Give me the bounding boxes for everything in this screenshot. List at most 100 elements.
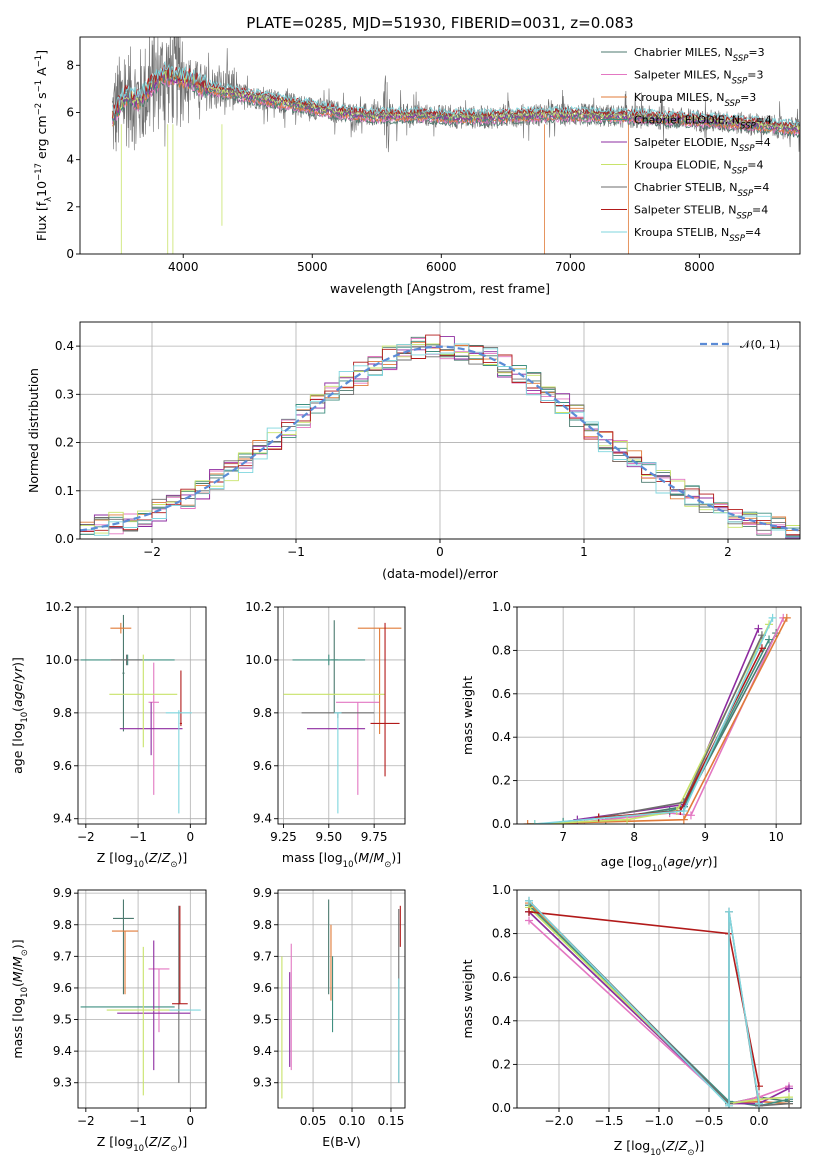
y-tick-label: 9.6 <box>53 759 72 773</box>
label-part: Z [log <box>97 1134 133 1149</box>
weight-vs-Z-axes: −2.0 −1.5 −1.0 −0.5 0.0 0.0 0.2 0.4 0.6 0.8 1.0 mas… <box>460 883 802 1158</box>
weight-line-3 <box>563 639 770 823</box>
label-part: M <box>10 956 25 967</box>
y-tick-label: 9.8 <box>253 918 272 932</box>
y-axis-label: Flux [fλ10−17 erg cm−2 s−1 A−1] <box>34 50 54 241</box>
label-part: age <box>10 683 25 707</box>
legend-entry-5: Kroupa ELODIE, NSSP=4 <box>634 159 764 177</box>
weight-marker <box>525 916 533 925</box>
x-tick-label: −2.0 <box>544 1114 573 1128</box>
label-part: M <box>10 971 25 982</box>
mass-vs-Z-plot <box>80 899 201 1096</box>
label-part: Z <box>161 850 171 865</box>
y-tick-label: 2 <box>66 200 74 214</box>
x-axis-label: mass [log10(M/M⊙)] <box>282 850 401 870</box>
y-tick-label: 9.7 <box>53 949 72 963</box>
y-tick-label: 0.6 <box>492 687 511 701</box>
label-part: =4 <box>755 136 771 149</box>
weight-marker <box>679 815 688 824</box>
weight-line-1 <box>584 617 785 823</box>
x-axis-label: wavelength [Angstrom, rest frame] <box>330 281 550 296</box>
x-tick-label: 2 <box>724 545 732 559</box>
label-part: / <box>158 1134 163 1149</box>
x-tick-label: 6000 <box>426 260 457 274</box>
x-tick-label: 5000 <box>297 260 328 274</box>
mass-vs-ebv-plot <box>281 899 401 1099</box>
x-tick-label: 0.0 <box>749 1114 768 1128</box>
age-vs-mass-frame <box>277 606 406 825</box>
label-part: Z [log <box>614 1138 650 1153</box>
label-part: λ <box>44 197 54 202</box>
label-part: s <box>34 92 49 103</box>
age-vs-mass-plot <box>283 620 402 814</box>
weight-marker <box>782 613 791 622</box>
weight-marker <box>523 820 532 824</box>
label-part: 10 <box>133 860 144 870</box>
label-part: 10 <box>34 181 49 197</box>
y-tick-label: 10.0 <box>245 653 272 667</box>
y-tick-label: 0.8 <box>492 927 511 941</box>
weight-marker <box>754 624 763 633</box>
y-tick-label: 0.0 <box>492 1101 511 1115</box>
label-part: Z <box>148 1134 158 1149</box>
label-part: / <box>10 679 25 684</box>
label-part: Salpeter ELODIE, N <box>634 136 739 149</box>
label-part: ( <box>661 1138 666 1153</box>
spectrum-frame <box>79 36 801 255</box>
label-part: ⊙ <box>687 1148 694 1158</box>
label-part: ⊙ <box>170 1144 177 1154</box>
weight-line-4 <box>577 628 760 821</box>
x-tick-label: 7000 <box>555 260 586 274</box>
y-tick-label: 9.6 <box>253 759 272 773</box>
label-part: / <box>158 850 163 865</box>
label-part: / <box>691 854 696 869</box>
x-tick-label: 9 <box>701 830 709 844</box>
label-part: / <box>675 1138 680 1153</box>
spectrum-plot <box>111 37 800 254</box>
label-part: ⊙ <box>20 949 30 956</box>
y-tick-label: 4 <box>66 153 74 167</box>
weight-marker <box>725 907 733 916</box>
x-tick-label: 0.05 <box>300 1114 327 1128</box>
label-part: ( <box>354 850 359 865</box>
x-tick-label: 9.50 <box>315 830 342 844</box>
label-part: ( <box>663 854 668 869</box>
residuals-axes: −2 −1 0 1 2 0.0 0.1 0.2 0.3 0.4 𝒩(0, 1) Normed dist… <box>26 321 801 581</box>
weight-marker <box>679 806 688 815</box>
y-tick-label: 9.8 <box>53 918 72 932</box>
y-tick-label: 9.3 <box>253 1076 272 1090</box>
x-tick-label: 0 <box>436 545 444 559</box>
y-axis-label: mass [log10(M/M⊙)] <box>10 939 30 1058</box>
label-part: Z <box>161 1134 171 1149</box>
label-part: age [log <box>10 723 25 774</box>
weight-line-4 <box>528 911 790 1105</box>
y-tick-label: 9.3 <box>53 1076 72 1090</box>
x-tick-label: 9.75 <box>361 830 388 844</box>
y-tick-label: 8 <box>66 58 74 72</box>
weight-marker <box>768 613 777 622</box>
y-tick-label: 0.4 <box>492 1014 511 1028</box>
residuals-plot <box>80 334 800 539</box>
label-part: M <box>373 850 384 865</box>
y-tick-label: 9.8 <box>53 706 72 720</box>
y-tick-label: 1.0 <box>492 883 511 897</box>
histogram-8 <box>80 343 800 538</box>
y-tick-label: 9.6 <box>253 981 272 995</box>
weight-line-2 <box>527 617 788 824</box>
label-part: Kroupa ELODIE, N <box>634 159 732 172</box>
y-tick-label: 9.4 <box>253 1044 272 1058</box>
weight-marker <box>765 635 774 644</box>
x-tick-label: −2 <box>77 1114 95 1128</box>
weight-vs-Z-plot <box>525 896 793 1108</box>
model-line-1 <box>111 74 800 136</box>
x-tick-label: −1 <box>129 1114 147 1128</box>
model-line-8 <box>111 60 800 127</box>
y-tick-label: 9.8 <box>253 706 272 720</box>
weight-marker <box>785 1099 793 1108</box>
y-tick-label: 9.7 <box>253 949 272 963</box>
x-axis-label: Z [log10(Z/Z⊙)] <box>97 1134 187 1154</box>
label-part: )] <box>694 1138 704 1153</box>
x-tick-label: −1.5 <box>594 1114 623 1128</box>
label-part: 10 <box>652 864 663 874</box>
